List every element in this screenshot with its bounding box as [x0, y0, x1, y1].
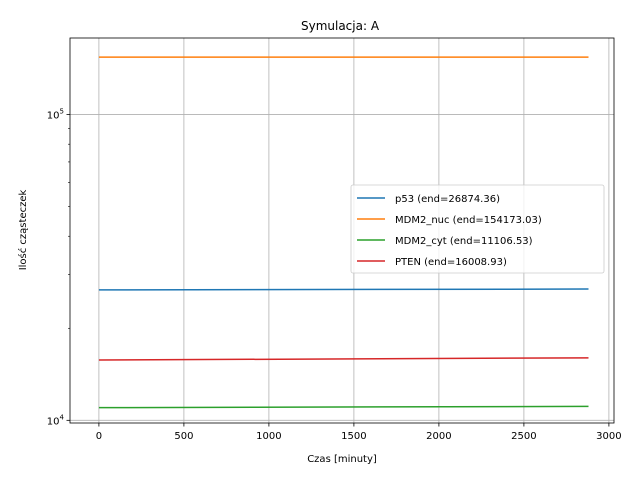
ticks: 0 500 1000 1500 2000 2500 3000 104 105	[47, 108, 622, 442]
x-tick-label: 500	[174, 431, 193, 442]
legend-label: PTEN (end=16008.93)	[395, 257, 507, 268]
x-tick-label: 1500	[341, 431, 366, 442]
x-tick-label: 2500	[511, 431, 536, 442]
series-line-3	[98, 357, 589, 361]
legend-label: p53 (end=26874.36)	[395, 194, 500, 205]
y-axis-label: Ilość cząsteczek	[17, 190, 29, 271]
y-tick-label: 105	[47, 108, 64, 122]
x-axis-label: Czas [minuty]	[307, 454, 377, 465]
x-tick-label: 2000	[426, 431, 451, 442]
x-tick-label: 1000	[256, 431, 281, 442]
y-tick-label: 104	[47, 413, 65, 427]
chart-title: Symulacja: A	[301, 19, 380, 33]
x-tick-label: 3000	[596, 431, 621, 442]
plot-frame	[69, 37, 615, 424]
series-line-0	[98, 288, 589, 291]
legend: p53 (end=26874.36) MDM2_nuc (end=154173.0…	[350, 184, 605, 274]
series-lines	[98, 56, 589, 409]
legend-label: MDM2_nuc (end=154173.03)	[395, 215, 542, 226]
legend-label: MDM2_cyt (end=11106.53)	[395, 236, 533, 247]
series-line-2	[98, 405, 589, 409]
legend-box	[350, 184, 605, 274]
x-tick-label: 0	[96, 431, 102, 442]
